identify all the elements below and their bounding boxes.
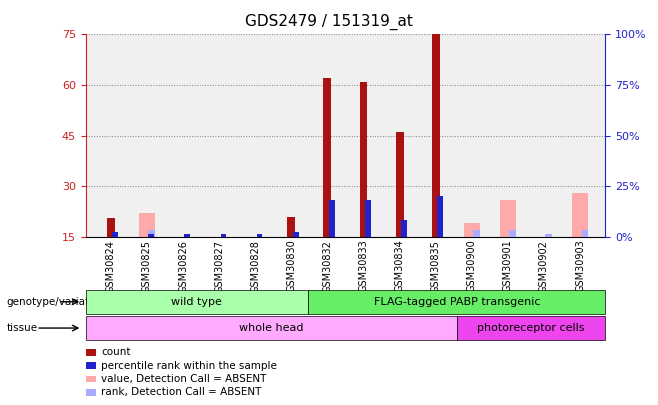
Bar xyxy=(432,34,440,237)
Text: genotype/variation: genotype/variation xyxy=(7,297,106,307)
Text: rank, Detection Call = ABSENT: rank, Detection Call = ABSENT xyxy=(101,388,262,397)
Bar xyxy=(257,234,263,237)
Bar xyxy=(365,200,370,237)
Bar xyxy=(288,217,295,237)
Bar xyxy=(437,196,443,237)
Text: GDS2479 / 151319_at: GDS2479 / 151319_at xyxy=(245,14,413,30)
Text: wild type: wild type xyxy=(172,297,222,307)
Bar xyxy=(582,230,588,237)
Text: count: count xyxy=(101,347,131,357)
Bar xyxy=(113,232,118,237)
Bar xyxy=(473,230,480,237)
Bar xyxy=(509,230,516,237)
Bar xyxy=(148,234,154,237)
Text: photoreceptor cells: photoreceptor cells xyxy=(477,323,585,333)
Bar xyxy=(401,220,407,237)
Bar xyxy=(293,232,299,237)
Text: tissue: tissue xyxy=(7,323,38,333)
Bar xyxy=(148,230,155,237)
Bar xyxy=(395,132,403,237)
Text: whole head: whole head xyxy=(239,323,303,333)
Bar xyxy=(329,200,335,237)
Text: FLAG-tagged PABP transgenic: FLAG-tagged PABP transgenic xyxy=(374,297,540,307)
Bar xyxy=(500,200,516,237)
Text: percentile rank within the sample: percentile rank within the sample xyxy=(101,361,277,371)
Bar xyxy=(359,82,367,237)
Bar xyxy=(184,234,190,237)
Bar xyxy=(464,224,480,237)
Text: value, Detection Call = ABSENT: value, Detection Call = ABSENT xyxy=(101,374,266,384)
Bar xyxy=(107,218,114,237)
Bar xyxy=(220,234,226,237)
Bar xyxy=(545,234,552,237)
Bar xyxy=(572,193,588,237)
Bar xyxy=(324,78,332,237)
Bar xyxy=(139,213,155,237)
